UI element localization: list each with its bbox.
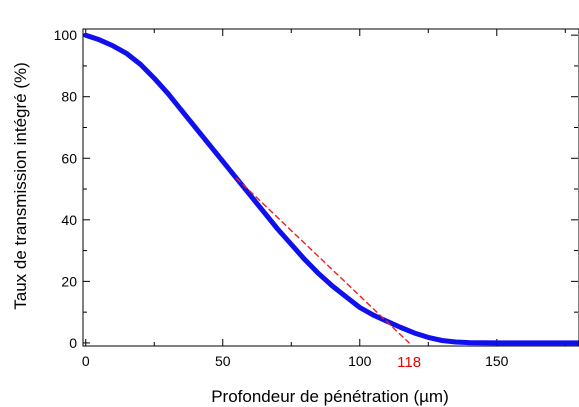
y-tick-label-20: 20 <box>61 273 77 289</box>
x-tick-label-0: 0 <box>82 353 90 369</box>
y-axis-label: Taux de transmission intégré (%) <box>11 62 30 310</box>
annotation-label: 118 <box>397 354 421 371</box>
tangent-line <box>235 177 410 344</box>
x-tick-label-50: 50 <box>215 353 231 369</box>
y-tick-label-80: 80 <box>61 89 77 105</box>
y-tick-label-40: 40 <box>61 212 77 228</box>
x-tick-label-100: 100 <box>348 353 372 369</box>
transmission-curve <box>83 32 579 346</box>
series-layer <box>83 32 579 346</box>
plot-frame <box>82 28 579 347</box>
y-tick-label-0: 0 <box>69 335 77 351</box>
tick-labels-layer: 0 50 100 150 0 20 40 60 80 100 <box>54 27 509 369</box>
x-axis-label: Profondeur de pénétration (µm) <box>211 387 449 406</box>
y-tick-label-60: 60 <box>61 150 77 166</box>
x-tick-label-150: 150 <box>485 353 509 369</box>
ticks-layer <box>83 29 578 346</box>
y-tick-label-100: 100 <box>54 27 78 43</box>
